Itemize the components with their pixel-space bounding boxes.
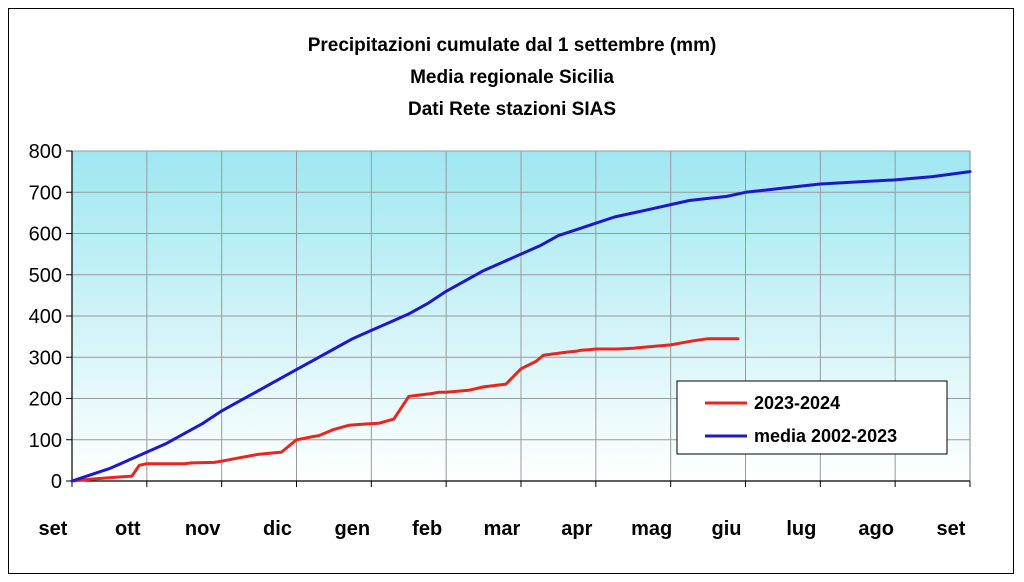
y-tick-label: 300	[29, 347, 62, 369]
y-tick-label: 400	[29, 306, 62, 328]
x-tick-label: apr	[561, 518, 592, 540]
legend-label-1: media 2002-2023	[754, 426, 897, 446]
x-tick-label: feb	[412, 518, 442, 540]
x-tick-label: mar	[484, 518, 521, 540]
x-tick-label: giu	[712, 518, 742, 540]
x-tick-label: dic	[263, 518, 292, 540]
x-tick-label: nov	[185, 518, 221, 540]
x-tick-label: mag	[631, 518, 672, 540]
legend-label-0: 2023-2024	[754, 393, 840, 413]
x-tick-label: set	[39, 518, 68, 540]
y-tick-label: 200	[29, 389, 62, 411]
chart-titles: Precipitazioni cumulate dal 1 settembre …	[0, 30, 1024, 126]
legend: 2023-2024 media 2002-2023	[676, 380, 948, 455]
series-line-1	[70, 170, 972, 483]
chart-subtitle-1: Media regionale Sicilia	[410, 67, 614, 88]
series-line-0	[70, 337, 740, 483]
y-tick-label: 100	[29, 430, 62, 452]
y-tick-label: 800	[29, 141, 62, 163]
y-tick-label: 500	[29, 265, 62, 287]
y-tick-label: 700	[29, 182, 62, 204]
y-tick-label: 0	[51, 471, 62, 493]
chart-title: Precipitazioni cumulate dal 1 settembre …	[307, 35, 717, 56]
axes: 0 100 200 300 400 500 600 700 800 set ott nov dic gen…	[29, 141, 971, 540]
x-tick-label: gen	[335, 518, 371, 540]
x-tick-label: ago	[858, 518, 894, 540]
series-layer	[70, 170, 972, 483]
x-tick-label: lug	[786, 518, 816, 540]
x-tick-label: set	[937, 518, 966, 540]
chart-subtitle-2: Dati Rete stazioni SIAS	[408, 99, 616, 120]
y-tick-label: 600	[29, 224, 62, 246]
x-tick-label: ott	[115, 518, 141, 540]
legend-box	[676, 380, 948, 455]
